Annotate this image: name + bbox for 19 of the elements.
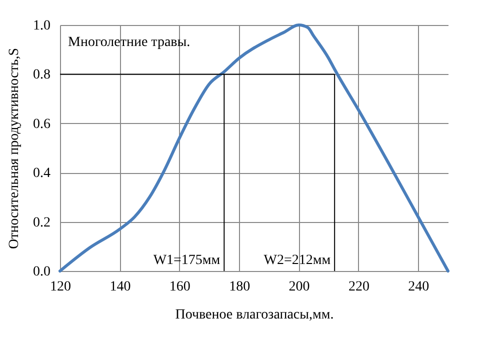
- x-tick-label: 160: [169, 280, 190, 294]
- y-tick-label: 0.6: [33, 116, 50, 132]
- ref-line-label: W1=175мм: [153, 253, 220, 268]
- y-tick-label: 0.0: [33, 264, 50, 280]
- x-tick-label: 180: [229, 280, 250, 294]
- y-tick-label: 0.4: [33, 166, 50, 182]
- x-tick-label: 120: [50, 280, 71, 294]
- x-tick-label: 200: [288, 280, 310, 294]
- x-tick-label: 240: [408, 280, 430, 294]
- x-tick-label: 220: [348, 280, 370, 294]
- x-axis-title: Почвеное влагозапасы,мм.: [175, 308, 334, 322]
- x-tick-label: 140: [110, 280, 131, 294]
- ref-line-label: W2=212мм: [264, 253, 331, 268]
- annotation: Многолетние травы.: [68, 35, 190, 50]
- line-series: [58, 24, 450, 272]
- y-axis-title: Относительная продуктивность,S: [7, 48, 22, 250]
- y-tick-label: 1.0: [33, 18, 50, 34]
- y-tick-label: 0.2: [33, 215, 50, 230]
- y-tick-label: 0.8: [33, 68, 50, 83]
